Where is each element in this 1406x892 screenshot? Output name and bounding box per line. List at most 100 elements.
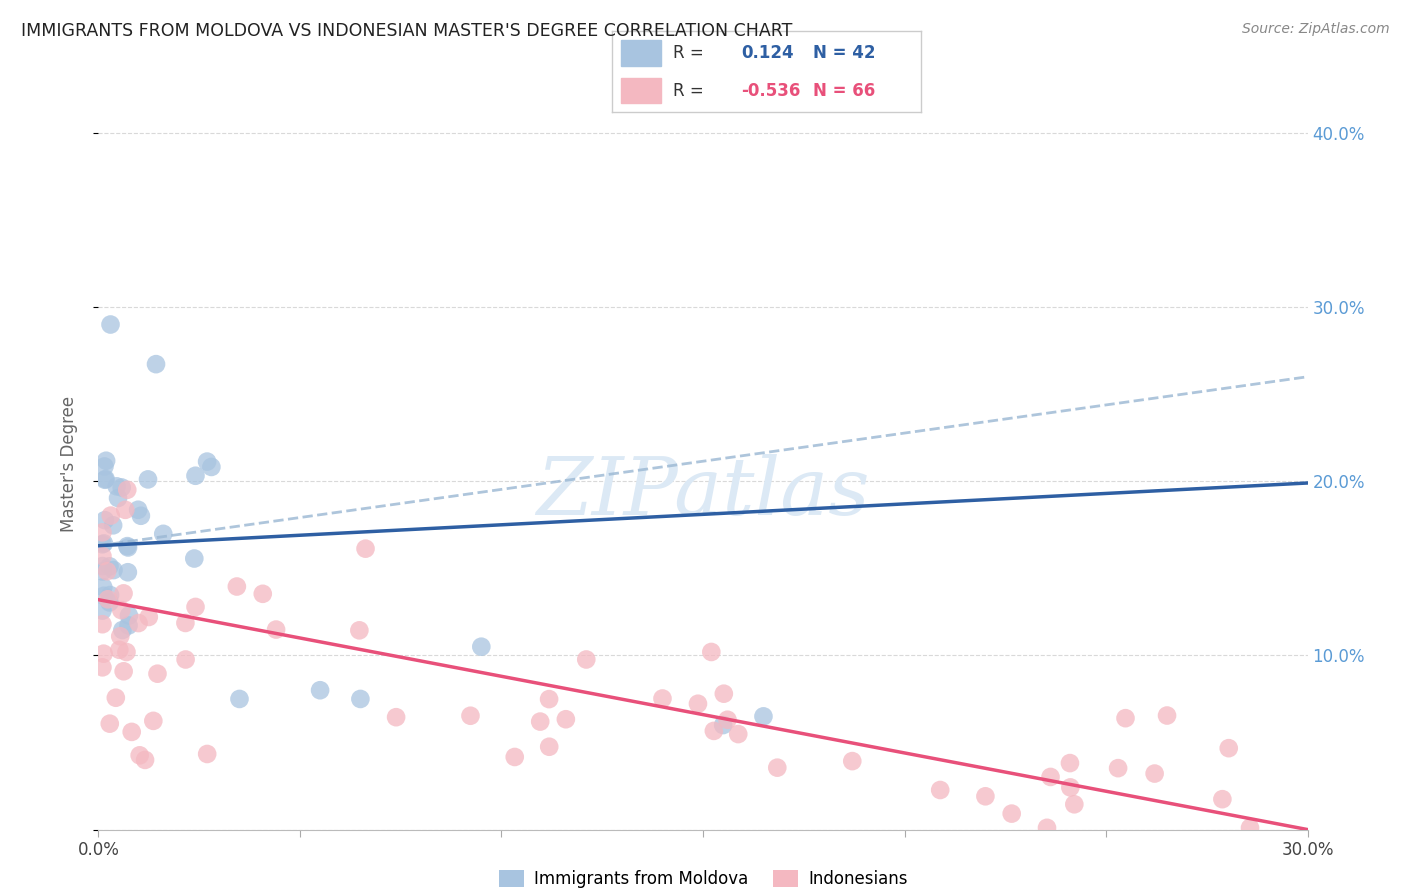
Point	[1143, 766, 1166, 780]
Point	[349, 692, 371, 706]
Point	[1239, 821, 1261, 835]
Point	[460, 708, 482, 723]
FancyBboxPatch shape	[621, 78, 661, 103]
Point	[134, 753, 156, 767]
Point	[686, 697, 709, 711]
Point	[127, 502, 149, 516]
Point	[117, 539, 139, 553]
Point	[128, 748, 150, 763]
Point	[713, 687, 735, 701]
Point	[145, 357, 167, 371]
Point	[111, 481, 134, 495]
Point	[1039, 770, 1062, 784]
Text: R =: R =	[673, 44, 704, 62]
Point	[841, 754, 863, 768]
Point	[1218, 741, 1240, 756]
Point	[105, 479, 128, 493]
Point	[103, 563, 125, 577]
Point	[264, 623, 287, 637]
Point	[91, 549, 114, 563]
Point	[651, 691, 673, 706]
Point	[136, 472, 159, 486]
Point	[98, 559, 121, 574]
Point	[309, 683, 332, 698]
Point	[1036, 821, 1059, 835]
Point	[94, 513, 117, 527]
Point	[349, 624, 371, 638]
Point	[98, 595, 121, 609]
Point	[91, 604, 114, 618]
Point	[117, 566, 139, 580]
Point	[716, 713, 738, 727]
Point	[91, 525, 114, 540]
Text: IMMIGRANTS FROM MOLDOVA VS INDONESIAN MASTER'S DEGREE CORRELATION CHART: IMMIGRANTS FROM MOLDOVA VS INDONESIAN MA…	[21, 22, 793, 40]
Point	[354, 541, 377, 556]
Point	[470, 640, 492, 654]
Point	[110, 629, 132, 643]
Point	[385, 710, 408, 724]
Point	[711, 718, 734, 732]
Point	[1211, 792, 1233, 806]
Point	[529, 714, 551, 729]
Point	[104, 690, 127, 705]
Point	[91, 537, 114, 551]
Point	[94, 473, 117, 487]
Point	[129, 508, 152, 523]
Legend: Immigrants from Moldova, Indonesians: Immigrants from Moldova, Indonesians	[492, 863, 914, 892]
Point	[1115, 711, 1137, 725]
Point	[503, 750, 526, 764]
Point	[91, 617, 114, 632]
Point	[111, 623, 134, 637]
Point	[183, 551, 205, 566]
Point	[184, 468, 207, 483]
Point	[1059, 780, 1081, 795]
Point	[138, 610, 160, 624]
Point	[100, 318, 122, 332]
Point	[195, 454, 218, 468]
Point	[142, 714, 165, 728]
Y-axis label: Master's Degree: Master's Degree	[59, 396, 77, 532]
FancyBboxPatch shape	[621, 40, 661, 66]
Point	[538, 739, 561, 754]
Point	[700, 645, 723, 659]
Point	[766, 761, 789, 775]
Point	[118, 608, 141, 623]
Point	[174, 652, 197, 666]
Point	[554, 712, 576, 726]
Point	[108, 642, 131, 657]
Point	[114, 503, 136, 517]
Point	[538, 692, 561, 706]
Point	[575, 652, 598, 666]
Point	[93, 536, 115, 550]
Point	[98, 588, 121, 602]
Point	[974, 789, 997, 804]
Point	[115, 645, 138, 659]
Point	[107, 491, 129, 505]
Point	[1059, 756, 1081, 770]
Text: R =: R =	[673, 82, 704, 100]
Text: -0.536: -0.536	[741, 82, 801, 100]
Point	[93, 459, 115, 474]
Point	[703, 723, 725, 738]
Point	[128, 615, 150, 630]
Text: N = 66: N = 66	[813, 82, 875, 100]
Point	[752, 709, 775, 723]
Point	[117, 618, 139, 632]
Text: N = 42: N = 42	[813, 44, 875, 62]
Point	[727, 727, 749, 741]
Point	[100, 508, 122, 523]
Point	[1156, 708, 1178, 723]
Point	[152, 526, 174, 541]
Point	[174, 615, 197, 630]
Text: ZIPatlas: ZIPatlas	[536, 454, 870, 532]
Point	[225, 580, 247, 594]
Point	[91, 580, 114, 594]
Point	[91, 660, 114, 674]
Point	[96, 564, 118, 578]
Point	[93, 647, 115, 661]
Point	[91, 565, 114, 579]
Point	[1107, 761, 1129, 775]
Point	[112, 586, 135, 600]
Point	[929, 783, 952, 797]
Point	[110, 603, 132, 617]
